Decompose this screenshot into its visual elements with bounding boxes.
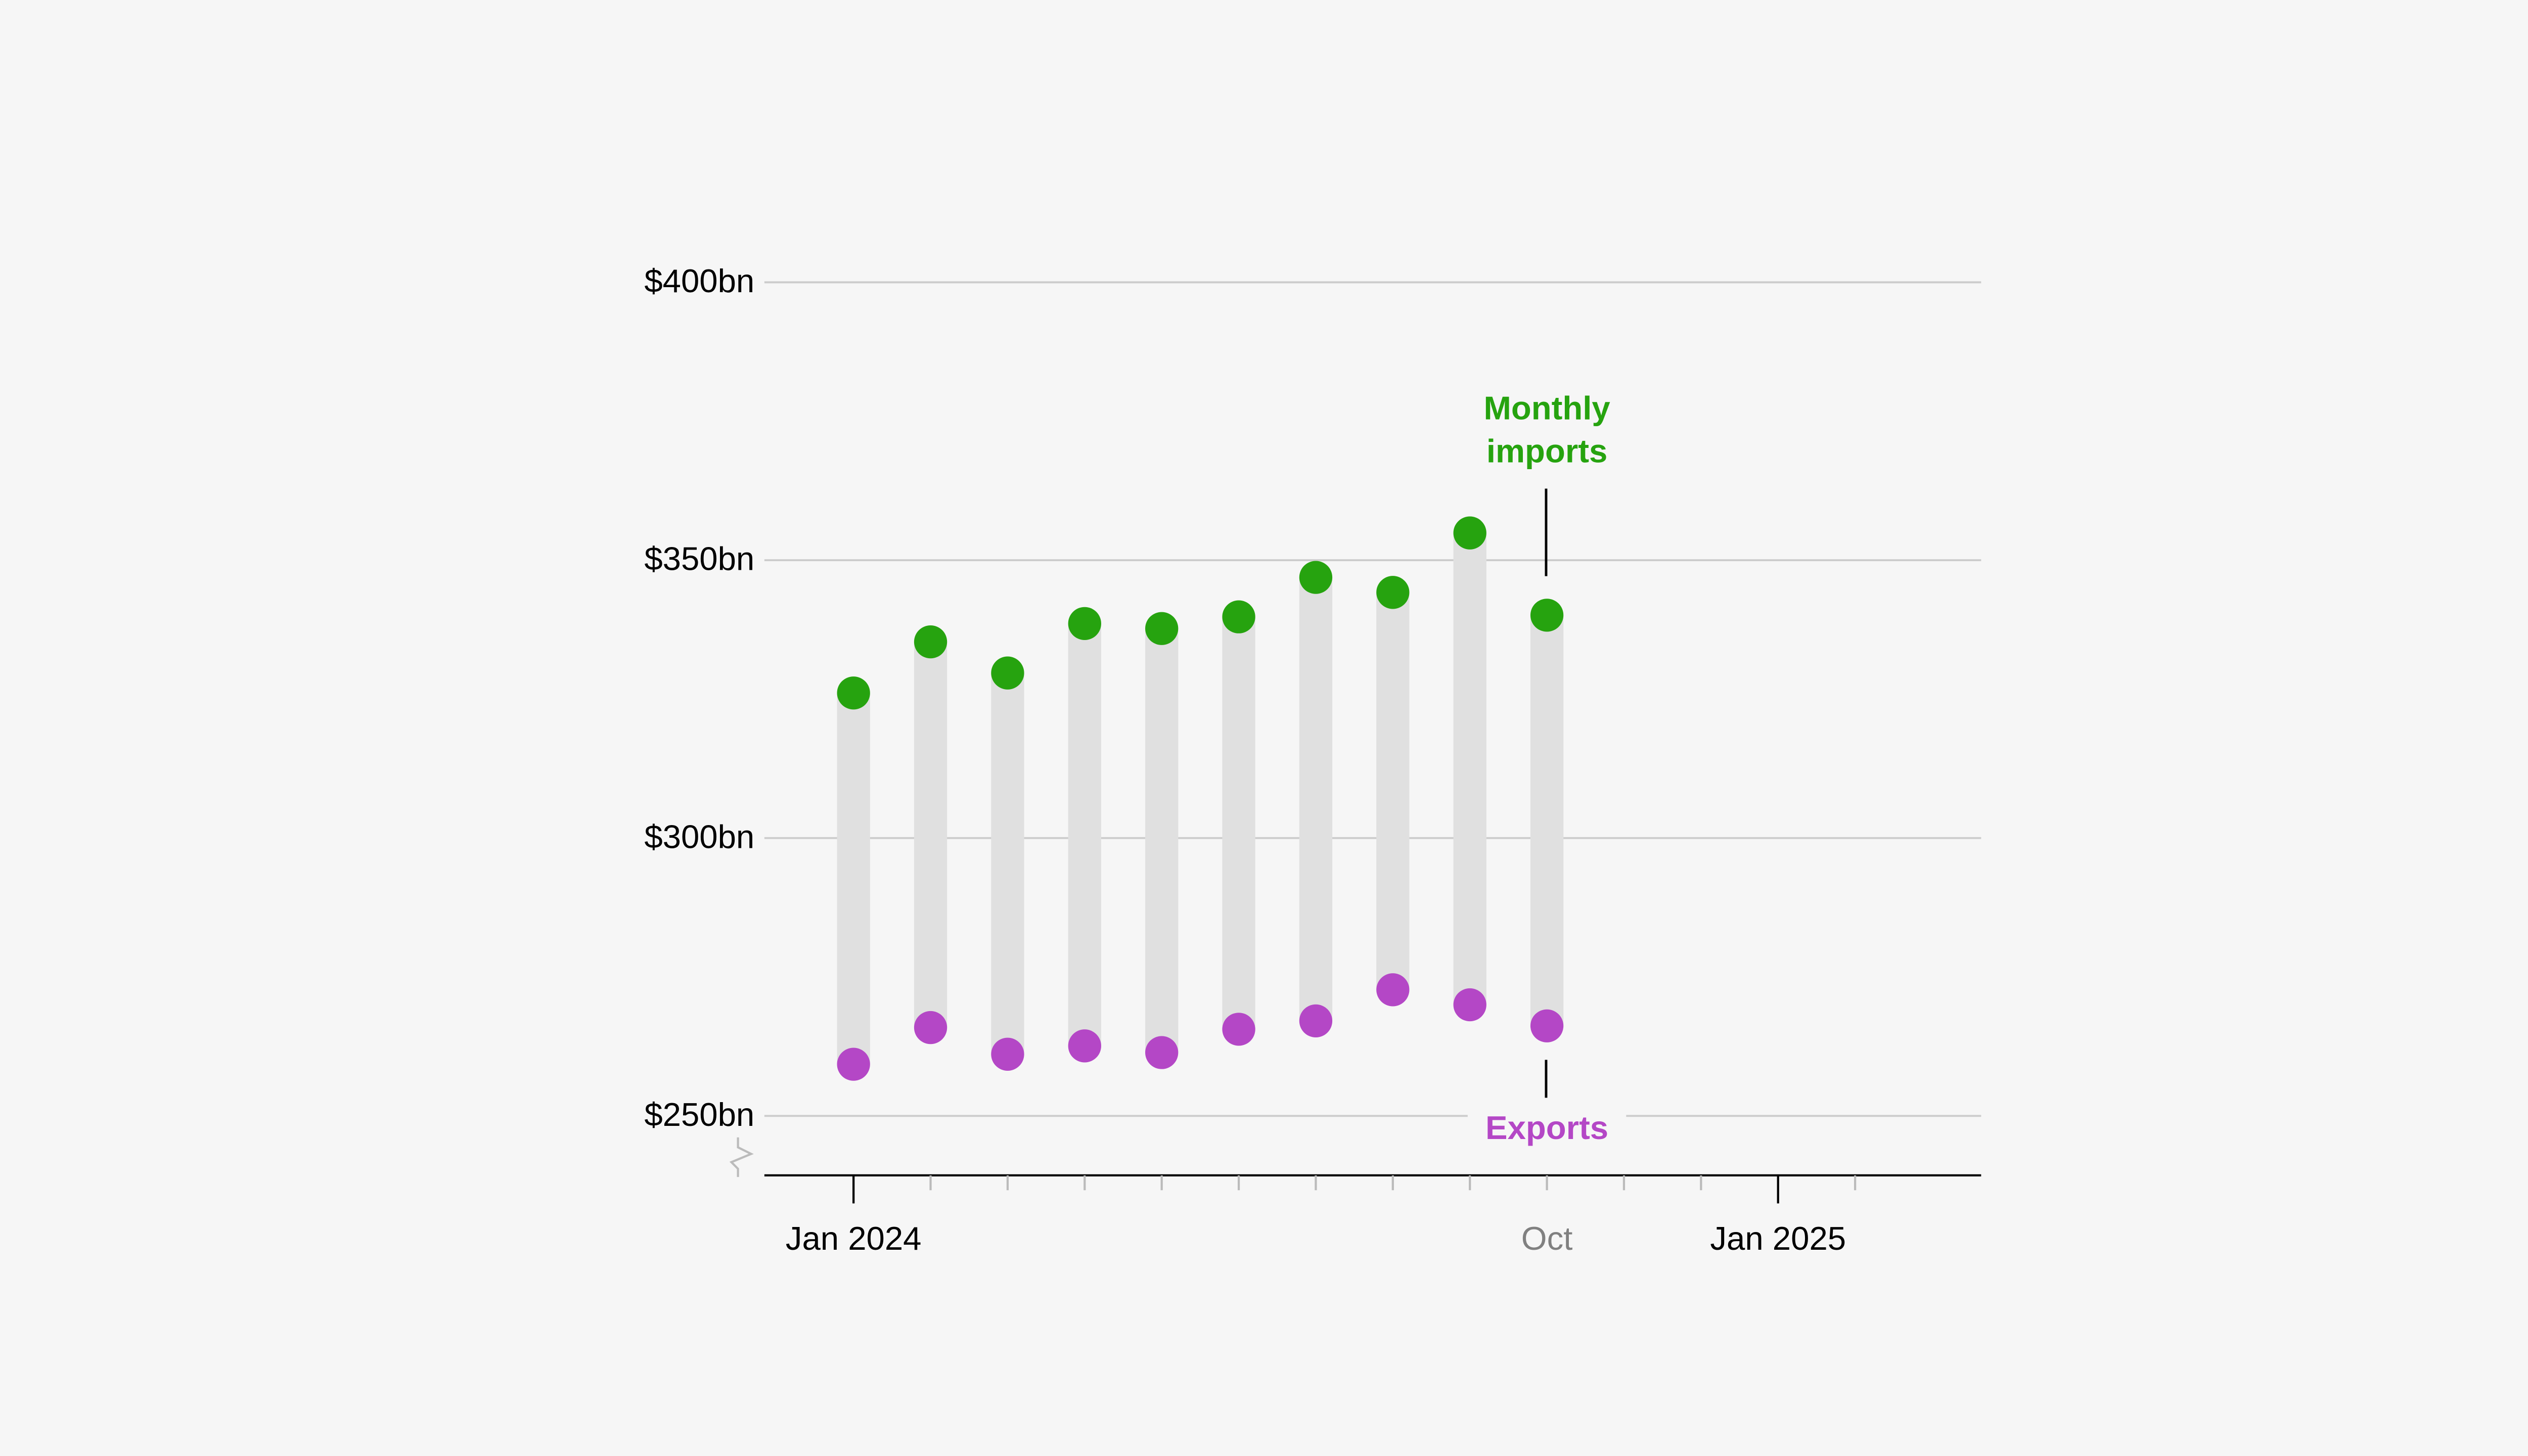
exports-point: [1068, 1029, 1101, 1063]
exports-point: [1376, 973, 1410, 1007]
exports-point: [1299, 1004, 1333, 1038]
range-bar: [1145, 628, 1179, 1053]
y-tick-label: $250bn: [644, 1096, 754, 1133]
y-tick-label: $350bn: [644, 540, 754, 577]
y-tick-label: $300bn: [644, 818, 754, 855]
imports-point: [914, 625, 947, 659]
exports-point: [1222, 1013, 1255, 1046]
exports-annotation: Exports: [1485, 1109, 1608, 1146]
range-bar: [1299, 577, 1333, 1021]
exports-point: [837, 1048, 870, 1081]
data-points: [837, 516, 1564, 1081]
imports-annotation-line1: Monthly: [1483, 389, 1610, 426]
exports-point: [991, 1037, 1024, 1071]
exports-annotation-bg: [1467, 1103, 1627, 1143]
range-bar: [1453, 533, 1486, 1005]
range-bars: [837, 533, 1564, 1065]
range-bar: [1068, 623, 1101, 1046]
imports-point: [1299, 561, 1333, 594]
imports-point: [837, 676, 870, 710]
imports-point: [1222, 600, 1255, 633]
exports-point: [1145, 1036, 1179, 1069]
exports-point: [1453, 988, 1486, 1022]
y-tick-label: $400bn: [644, 262, 754, 299]
range-bar: [1222, 617, 1255, 1029]
imports-point: [1145, 612, 1179, 645]
range-bar: [837, 693, 870, 1065]
gridlines: [764, 281, 1981, 1117]
range-bar: [1530, 615, 1564, 1026]
exports-point: [1530, 1009, 1564, 1042]
x-axis-ticks: Jan 2024 Oct Jan 2025: [786, 1175, 1857, 1257]
axis-break-icon: [729, 1137, 754, 1177]
imports-point: [1376, 576, 1410, 609]
x-tick-label: Jan 2025: [1710, 1220, 1846, 1257]
imports-point: [1068, 607, 1101, 641]
range-bar: [1376, 592, 1410, 990]
range-bar: [991, 673, 1024, 1055]
range-bar: [914, 642, 947, 1028]
x-tick-label: Jan 2024: [786, 1220, 922, 1257]
exports-point: [914, 1011, 947, 1044]
imports-point: [1530, 599, 1564, 632]
imports-point: [1453, 516, 1486, 550]
imports-point: [991, 656, 1024, 690]
x-tick-label: Oct: [1521, 1220, 1573, 1257]
y-axis-labels: $400bn $350bn $300bn $250bn: [644, 262, 754, 1133]
imports-annotation-line2: imports: [1486, 432, 1607, 469]
